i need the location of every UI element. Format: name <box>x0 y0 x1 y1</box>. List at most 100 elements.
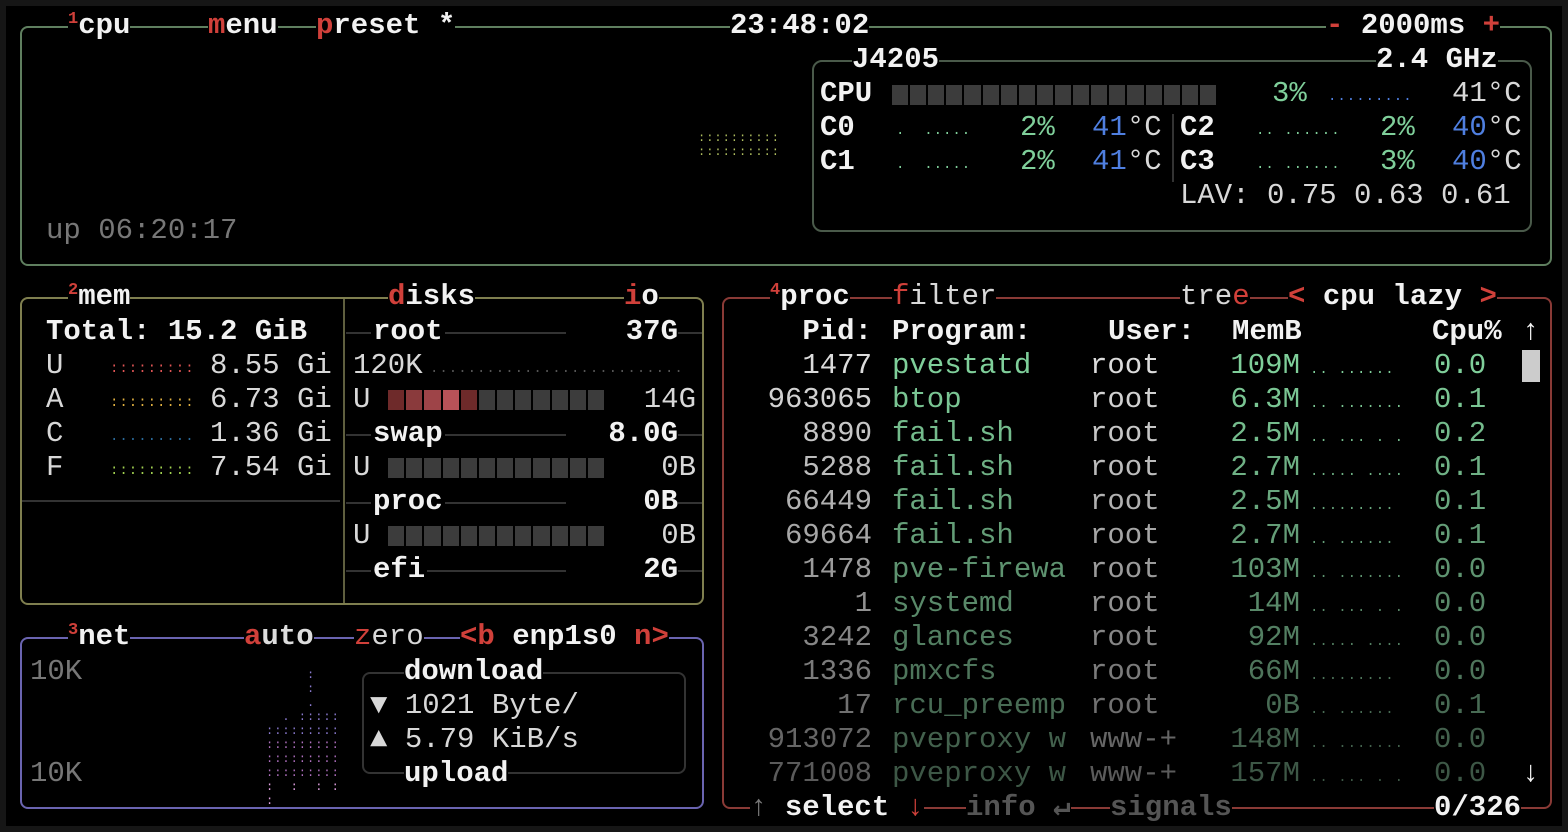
process-mem: 6.3M <box>1230 383 1300 416</box>
cpu-info-panel <box>812 60 1532 232</box>
cpu-panel-title[interactable]: 1cpu <box>68 9 131 43</box>
disk-separator <box>346 502 702 504</box>
disk-bar-segment <box>551 390 568 410</box>
process-cpu-graph: .. ....... <box>1310 566 1405 582</box>
io-value: 120K <box>353 349 423 383</box>
preset-button[interactable]: preset * <box>316 9 456 43</box>
process-mem: 148M <box>1230 723 1300 756</box>
core-divider <box>1172 114 1174 182</box>
process-pid: 17 <box>837 689 872 722</box>
disk-name: swap <box>371 417 445 451</box>
download-label: download <box>404 655 544 689</box>
cpu-bar-segment <box>964 85 981 105</box>
header-pid[interactable]: Pid: <box>802 315 872 348</box>
upload-label: upload <box>404 757 509 791</box>
disk-bar-segment <box>497 526 514 546</box>
disk-separator <box>346 570 702 572</box>
uptime: up 06:20:17 <box>46 214 238 248</box>
mem-separator <box>22 500 340 502</box>
io-toggle[interactable]: io <box>624 280 659 314</box>
enter-icon: ↵ <box>1053 791 1071 824</box>
process-pid: 69664 <box>784 519 872 552</box>
process-cpu-graph: .. ... . . <box>1310 770 1405 786</box>
core-temp: 41°C <box>1092 145 1162 179</box>
process-user: root <box>1090 587 1160 620</box>
process-mem: 103M <box>1230 553 1300 586</box>
proc-panel-title[interactable]: 4proc <box>770 280 850 314</box>
core-temp-unit: °C <box>1486 111 1522 144</box>
disk-bar-segment <box>515 390 532 410</box>
header-cpu[interactable]: Cpu% <box>1432 315 1502 348</box>
process-program: fail.sh <box>892 417 1014 450</box>
cpu-bar-segment <box>1000 85 1017 105</box>
process-cpu: 0.0 <box>1434 587 1487 620</box>
disk-bar-segment <box>406 390 423 410</box>
disk-bar-segment <box>478 390 496 410</box>
cpu-model: J4205 <box>852 43 940 77</box>
cpu-bar-segment <box>1127 85 1144 105</box>
process-cpu: 0.0 <box>1434 621 1487 654</box>
filter-button[interactable]: filter <box>892 280 997 314</box>
scrollbar-thumb[interactable] <box>1522 350 1540 382</box>
process-mem: 2.5M <box>1230 417 1300 450</box>
mem-row-graph: ::::::::: <box>110 463 195 479</box>
cpu-total-label: CPU <box>820 77 873 111</box>
process-user: www-+ <box>1090 757 1178 790</box>
process-cpu: 0.2 <box>1434 417 1487 450</box>
mem-row-label: F <box>46 451 64 485</box>
process-user: root <box>1090 417 1160 450</box>
process-cpu-graph: .. ... . . <box>1310 600 1405 616</box>
process-mem: 0B <box>1265 689 1300 722</box>
process-cpu: 0.1 <box>1434 451 1487 484</box>
disks-toggle[interactable]: disks <box>388 280 476 314</box>
disk-bar-segment <box>424 526 441 546</box>
net-interface-selector[interactable]: <b enp1s0 n> <box>460 620 669 654</box>
down-arrow-icon: ▼ <box>370 689 388 722</box>
process-program: pmxcfs <box>892 655 997 688</box>
core-label: C3 <box>1180 145 1215 179</box>
header-program[interactable]: Program: <box>892 315 1032 348</box>
cpu-bar-segment <box>1073 85 1090 105</box>
mem-panel-title[interactable]: 2mem <box>68 280 131 314</box>
disk-size: 8.0G <box>566 417 678 451</box>
disk-bar-segment <box>569 526 586 546</box>
disk-bar-segment <box>442 458 459 478</box>
process-cpu-graph: ..... .... <box>1310 464 1405 480</box>
cpu-bar-segment <box>910 85 927 105</box>
interval-decrease-button[interactable]: - <box>1326 9 1344 42</box>
disk-bar-segment <box>460 458 477 478</box>
net-zero-button[interactable]: zero <box>354 620 424 654</box>
signals-button[interactable]: signals <box>1110 791 1232 825</box>
scroll-up-icon[interactable]: ↑ <box>1522 315 1540 348</box>
disk-bar-segment <box>442 526 459 546</box>
info-button[interactable]: info ↵ <box>966 791 1071 825</box>
header-user[interactable]: User: <box>1108 315 1196 348</box>
net-panel-title[interactable]: 3net <box>68 620 131 654</box>
net-scale-top: 10K <box>30 655 83 689</box>
process-cpu: 0.0 <box>1434 553 1487 586</box>
select-control[interactable]: ↑ select ↓ <box>750 791 925 825</box>
core-temp-unit: °C <box>1126 111 1162 144</box>
core-percent: 2% <box>1380 111 1415 145</box>
process-user: root <box>1090 349 1160 382</box>
disk-size: 0B <box>566 485 678 519</box>
sort-selector[interactable]: < cpu lazy > <box>1288 280 1497 314</box>
core-temp-value: 41 <box>1092 145 1127 178</box>
scroll-down-icon[interactable]: ↓ <box>1522 757 1540 790</box>
disk-bar-segment <box>515 526 532 546</box>
process-pid: 1 <box>854 587 872 620</box>
disk-bar-segment <box>478 458 496 478</box>
menu-button[interactable]: menu <box>208 9 278 43</box>
process-program: glances <box>892 621 1014 654</box>
upload-rate: ▲ 5.79 KiB/s <box>370 723 579 757</box>
interval-increase-button[interactable]: + <box>1482 9 1501 42</box>
process-program: fail.sh <box>892 519 1014 552</box>
tree-toggle[interactable]: tree <box>1180 280 1250 314</box>
net-auto-button[interactable]: auto <box>244 620 314 654</box>
process-pid: 1336 <box>802 655 872 688</box>
prev-interface-button: <b <box>460 620 495 653</box>
header-mem[interactable]: MemB <box>1232 315 1302 348</box>
cpu-bar-segment <box>1018 85 1035 105</box>
process-mem: 2.7M <box>1230 451 1300 484</box>
disk-bar-segment <box>569 458 586 478</box>
